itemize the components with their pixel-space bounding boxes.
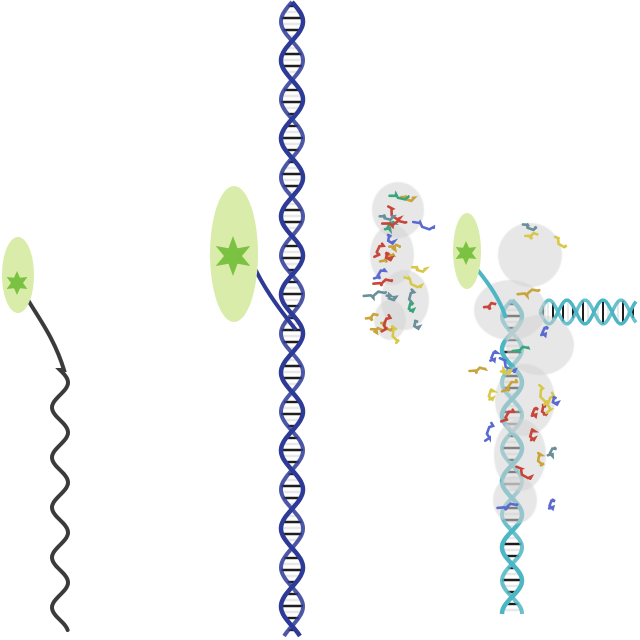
surface-blob bbox=[494, 419, 546, 491]
surface-blob bbox=[506, 315, 574, 375]
fluorophore-icon bbox=[210, 186, 258, 322]
secondary-structure bbox=[530, 406, 539, 419]
secondary-structure bbox=[551, 395, 561, 407]
secondary-structure bbox=[536, 451, 546, 467]
secondary-structure bbox=[547, 498, 556, 512]
double-helix-dna-icon bbox=[538, 298, 638, 326]
secondary-structure bbox=[515, 465, 535, 480]
secondary-structure bbox=[373, 242, 386, 259]
secondary-structure bbox=[511, 345, 531, 354]
surface-blob bbox=[374, 300, 406, 340]
secondary-structure bbox=[468, 366, 489, 375]
secondary-structure bbox=[378, 214, 397, 222]
secondary-structure bbox=[407, 288, 417, 307]
secondary-structure bbox=[489, 350, 502, 364]
secondary-structure bbox=[553, 235, 568, 249]
protein-structure-icon bbox=[362, 182, 436, 345]
protein-surface bbox=[474, 223, 574, 524]
secondary-structure bbox=[390, 324, 400, 345]
secondary-structure bbox=[410, 265, 431, 274]
probe-star bbox=[6, 271, 28, 295]
secondary-structure bbox=[384, 251, 395, 262]
secondary-structure bbox=[364, 312, 379, 322]
panel-labeled-single-strand bbox=[2, 237, 71, 632]
secondary-structure bbox=[407, 301, 417, 314]
surface-blob bbox=[498, 223, 562, 287]
secondary-structure bbox=[487, 388, 499, 402]
panel-protein-dna-complex bbox=[453, 213, 638, 615]
secondary-structure bbox=[388, 190, 411, 201]
secondary-structure bbox=[540, 325, 549, 339]
dna-backbone bbox=[538, 298, 638, 326]
secondary-structure bbox=[500, 378, 519, 393]
secondary-structure bbox=[499, 365, 514, 376]
secondary-structure bbox=[524, 231, 539, 240]
secondary-structure bbox=[483, 421, 496, 443]
secondary-structure bbox=[496, 502, 519, 511]
secondary-structure bbox=[388, 243, 402, 253]
protein-structure-icon bbox=[468, 222, 574, 524]
secondary-structure bbox=[528, 428, 540, 442]
secondary-structure bbox=[498, 356, 518, 374]
secondary-structure bbox=[412, 319, 423, 331]
fluorophore-icon bbox=[453, 213, 481, 289]
secondary-structure bbox=[362, 290, 387, 302]
probe-star bbox=[215, 236, 251, 276]
secondary-structure bbox=[372, 278, 394, 287]
secondary-structure bbox=[403, 274, 425, 289]
single-strand-dna-icon bbox=[26, 298, 71, 632]
probe-star bbox=[455, 241, 477, 265]
protein-surface bbox=[370, 182, 429, 340]
secondary-structure bbox=[521, 222, 538, 232]
secondary-structure bbox=[380, 219, 408, 230]
secondary-structure bbox=[411, 219, 436, 231]
secondary-structure bbox=[380, 313, 393, 333]
secondary-structure bbox=[372, 268, 388, 280]
secondary-structure bbox=[538, 383, 550, 406]
panel-labeled-double-strand bbox=[210, 0, 306, 638]
secondary-structure bbox=[546, 446, 558, 460]
fluorophore-icon bbox=[2, 237, 34, 313]
dna-backbone bbox=[26, 298, 71, 632]
secondary-structure bbox=[378, 253, 397, 264]
secondary-structure bbox=[500, 408, 516, 423]
double-helix-dna-icon bbox=[278, 0, 306, 638]
secondary-structure bbox=[386, 233, 399, 246]
linker bbox=[474, 266, 508, 319]
surface-blob bbox=[493, 476, 537, 524]
secondary-structure bbox=[516, 288, 541, 301]
panel-free-protein bbox=[362, 182, 436, 345]
secondary-structure bbox=[385, 291, 399, 302]
dna-backbone bbox=[538, 298, 638, 326]
dna-backbone bbox=[278, 0, 306, 638]
secondary-structure bbox=[482, 301, 497, 311]
surface-blob bbox=[495, 364, 555, 436]
